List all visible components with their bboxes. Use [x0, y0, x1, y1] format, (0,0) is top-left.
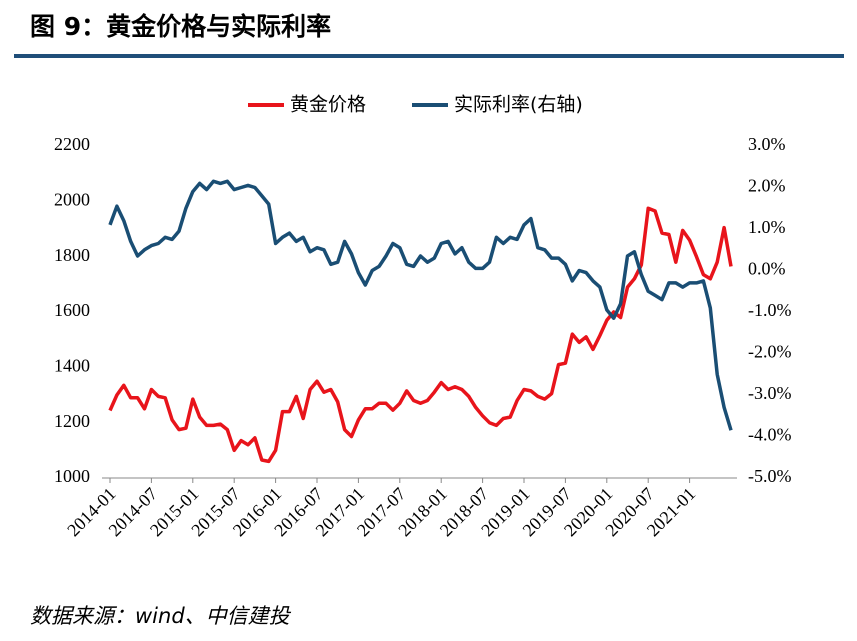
series-line [108, 179, 733, 431]
y2-tick-label: -2.0% [748, 342, 792, 362]
title-rule [14, 54, 844, 58]
y-tick-label: 1600 [54, 300, 90, 320]
y-tick-label: 1400 [54, 355, 90, 375]
legend-label: 黄金价格 [290, 94, 366, 116]
y2-tick-label: 0.0% [748, 259, 786, 279]
y-tick-label: 1000 [54, 466, 90, 486]
legend-label: 实际利率(右轴) [454, 94, 583, 116]
source-note: 数据来源：wind、中信建投 [30, 604, 292, 628]
y-tick-label: 1800 [54, 245, 90, 265]
y-tick-label: 1200 [54, 411, 90, 431]
y2-tick-label: -4.0% [748, 425, 792, 445]
y2-tick-label: -3.0% [748, 383, 792, 403]
y2-tick-label: 1.0% [748, 217, 786, 237]
chart-title: 图 9：黄金价格与实际利率 [30, 12, 331, 41]
y2-tick-label: -1.0% [748, 300, 792, 320]
series-line [108, 206, 733, 464]
y2-tick-label: 2.0% [748, 176, 786, 196]
y2-tick-label: -5.0% [748, 466, 792, 486]
y-tick-label: 2000 [54, 189, 90, 209]
y-tick-label: 2200 [54, 134, 90, 154]
y2-tick-label: 3.0% [748, 134, 786, 154]
